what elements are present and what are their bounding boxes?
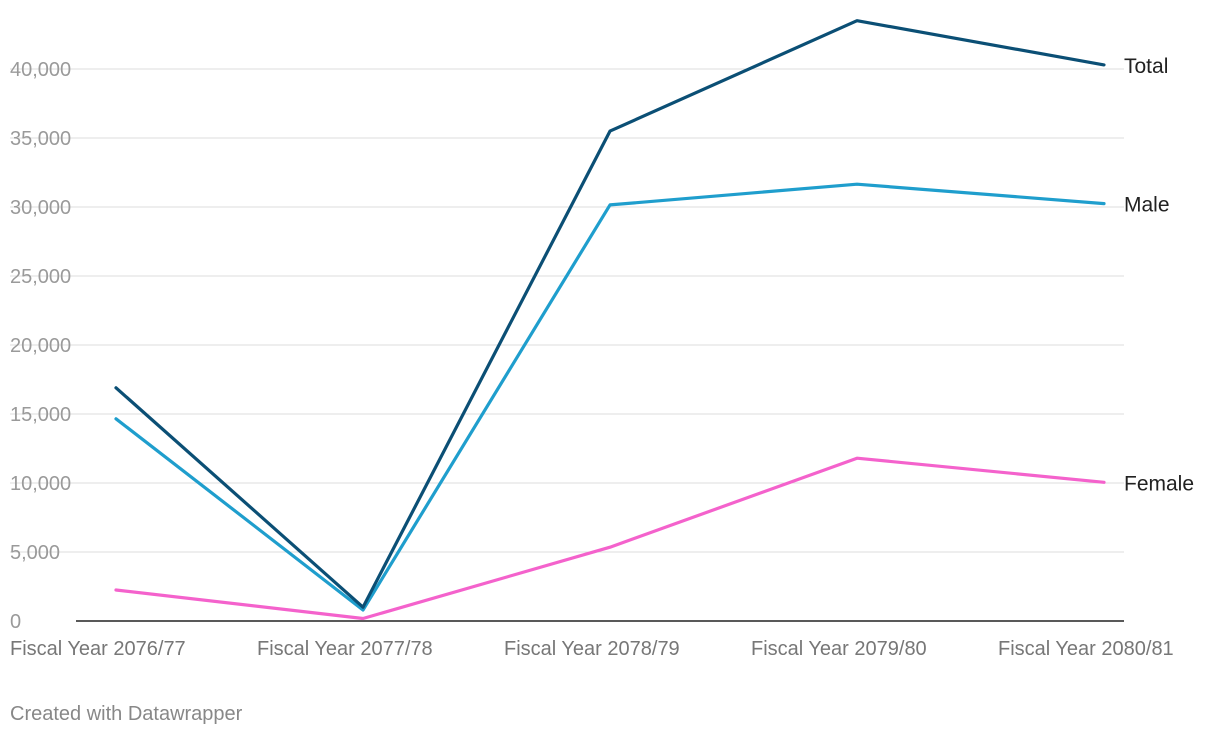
x-tick-label: Fiscal Year 2077/78 bbox=[257, 638, 433, 660]
y-tick-label: 0 bbox=[10, 611, 21, 633]
footer-credit[interactable]: Created with Datawrapper bbox=[10, 703, 243, 725]
series-end-labels: Total Male Female bbox=[1124, 55, 1194, 495]
series-label-male: Male bbox=[1124, 194, 1170, 217]
y-tick-label: 35,000 bbox=[10, 128, 71, 150]
y-tick-label: 40,000 bbox=[10, 59, 71, 81]
y-tick-label: 5,000 bbox=[10, 542, 60, 564]
y-tick-label: 25,000 bbox=[10, 266, 71, 288]
series-label-total: Total bbox=[1124, 55, 1168, 78]
x-axis-tick-labels: Fiscal Year 2076/77 Fiscal Year 2077/78 Fi… bbox=[10, 638, 1174, 660]
series-line-total[interactable] bbox=[114, 19, 1106, 609]
y-tick-label: 30,000 bbox=[10, 197, 71, 219]
y-axis-tick-labels: 0 5,000 10,000 15,000 20,000 25,000 30,000 35,0… bbox=[10, 59, 71, 633]
x-tick-label: Fiscal Year 2080/81 bbox=[998, 638, 1174, 660]
series-label-female: Female bbox=[1124, 472, 1194, 495]
gridlines bbox=[10, 68, 1124, 553]
x-tick-label: Fiscal Year 2078/79 bbox=[504, 638, 680, 660]
series-line-male[interactable] bbox=[114, 182, 1106, 612]
series-lines bbox=[114, 19, 1106, 621]
y-tick-label: 20,000 bbox=[10, 335, 71, 357]
y-tick-label: 10,000 bbox=[10, 473, 71, 495]
series-line-female[interactable] bbox=[114, 456, 1106, 621]
x-tick-label: Fiscal Year 2079/80 bbox=[751, 638, 927, 660]
y-tick-label: 15,000 bbox=[10, 404, 71, 426]
x-tick-label: Fiscal Year 2076/77 bbox=[10, 638, 186, 660]
